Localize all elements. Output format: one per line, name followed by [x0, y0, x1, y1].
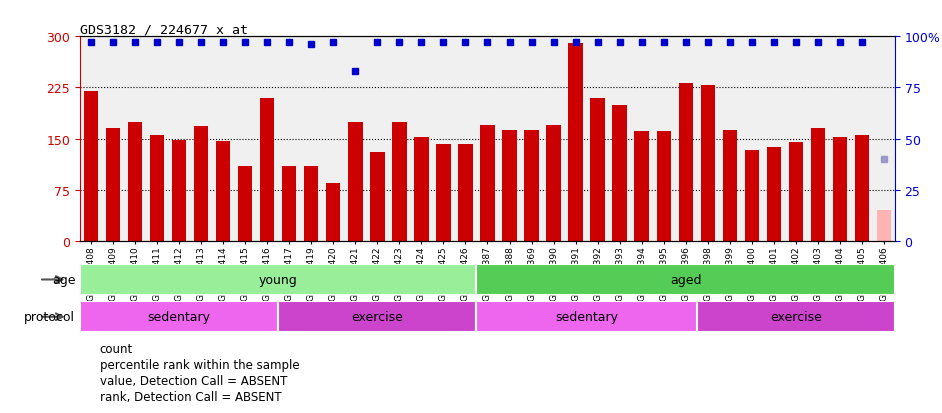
Bar: [278, 301, 477, 332]
Bar: [414, 138, 429, 242]
Bar: [877, 211, 891, 242]
Bar: [635, 131, 649, 242]
Bar: [282, 166, 297, 242]
Bar: [477, 264, 895, 295]
Bar: [723, 131, 737, 242]
Text: young: young: [259, 273, 298, 286]
Text: rank, Detection Call = ABSENT: rank, Detection Call = ABSENT: [100, 390, 282, 403]
Bar: [477, 301, 697, 332]
Text: GDS3182 / 224677_x_at: GDS3182 / 224677_x_at: [80, 23, 248, 36]
Bar: [194, 127, 208, 242]
Bar: [80, 301, 278, 332]
Bar: [767, 147, 781, 242]
Text: exercise: exercise: [351, 311, 403, 323]
Bar: [128, 122, 142, 242]
Bar: [811, 129, 825, 242]
Bar: [238, 166, 252, 242]
Bar: [612, 105, 626, 242]
Bar: [480, 126, 495, 242]
Text: protocol: protocol: [24, 311, 75, 323]
Bar: [657, 131, 671, 242]
Bar: [788, 143, 803, 242]
Bar: [349, 122, 363, 242]
Bar: [106, 129, 121, 242]
Bar: [568, 44, 583, 242]
Bar: [260, 98, 274, 242]
Bar: [84, 92, 98, 242]
Bar: [150, 136, 164, 242]
Text: value, Detection Call = ABSENT: value, Detection Call = ABSENT: [100, 374, 287, 387]
Text: exercise: exercise: [770, 311, 821, 323]
Text: count: count: [100, 343, 133, 356]
Bar: [326, 184, 340, 242]
Bar: [436, 144, 450, 242]
Text: sedentary: sedentary: [148, 311, 211, 323]
Bar: [701, 86, 715, 242]
Text: percentile rank within the sample: percentile rank within the sample: [100, 358, 300, 371]
Bar: [546, 126, 560, 242]
Bar: [678, 83, 693, 242]
Bar: [370, 153, 384, 242]
Text: age: age: [52, 273, 75, 286]
Bar: [591, 98, 605, 242]
Bar: [744, 151, 759, 242]
Bar: [172, 141, 187, 242]
Bar: [854, 136, 869, 242]
Text: aged: aged: [670, 273, 702, 286]
Bar: [80, 264, 477, 295]
Text: sedentary: sedentary: [555, 311, 618, 323]
Bar: [833, 138, 847, 242]
Bar: [502, 131, 516, 242]
Bar: [697, 301, 895, 332]
Bar: [216, 141, 231, 242]
Bar: [304, 166, 318, 242]
Bar: [459, 144, 473, 242]
Bar: [525, 131, 539, 242]
Bar: [392, 122, 407, 242]
